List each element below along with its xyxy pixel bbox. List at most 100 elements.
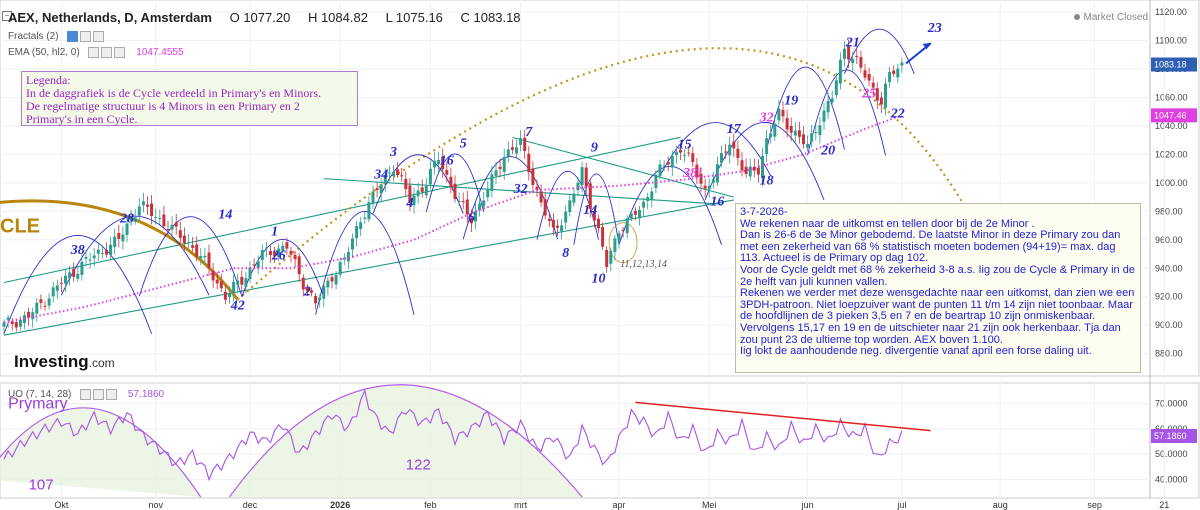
candle-body — [605, 249, 609, 267]
candle-body — [285, 242, 289, 249]
candle-body — [96, 249, 100, 254]
candle-body — [761, 155, 764, 179]
candle-body — [633, 210, 637, 215]
settings-icon[interactable] — [80, 31, 92, 42]
candle-body — [744, 166, 748, 174]
uo-tick-label: 40.0000 — [1155, 474, 1188, 484]
wave-label: 25 — [861, 87, 876, 102]
candle-body — [474, 211, 477, 222]
candle-body — [556, 225, 559, 228]
candle-body — [305, 287, 309, 292]
settings-icon[interactable] — [101, 47, 113, 58]
candle-body — [88, 259, 92, 261]
candle-body — [174, 222, 178, 227]
close-icon[interactable] — [114, 47, 126, 58]
wave-label: 11,12,13,14 — [620, 259, 667, 270]
candle-body — [330, 277, 334, 282]
uo-panel-frame — [0, 382, 1200, 499]
candle-body — [199, 255, 203, 259]
channel-line — [3, 136, 681, 284]
visibility-icon[interactable] — [88, 47, 100, 58]
x-tick-label: Mei — [702, 500, 717, 510]
candle-body — [793, 130, 797, 136]
analysis-note: 3-7-2026- We rekenen naar de uitkomst en… — [735, 203, 1141, 373]
wave-label: 23 — [927, 21, 942, 36]
candle-body — [162, 214, 166, 227]
wave-label: 3 — [389, 145, 397, 160]
fractals-label[interactable]: Fractals (2) — [8, 31, 59, 43]
candle-body — [182, 235, 186, 244]
visibility-icon[interactable] — [67, 31, 79, 42]
candle-body — [629, 213, 633, 219]
ema-label[interactable]: EMA (50, hl2, 0) — [8, 47, 80, 59]
close-icon[interactable] — [93, 31, 105, 42]
candle-body — [519, 138, 523, 145]
wave-label: 2 — [303, 284, 311, 299]
x-tick-label: feb — [424, 500, 437, 510]
candle-body — [703, 185, 707, 189]
candle-body — [855, 55, 859, 57]
candle-body — [695, 164, 699, 178]
candle-body — [871, 82, 875, 88]
uo-last-label-bg — [1151, 428, 1197, 443]
candle-body — [867, 73, 871, 81]
uo-label[interactable]: UO (7, 14, 28) — [8, 389, 72, 401]
wave-label: 22 — [890, 106, 905, 121]
wave-label: 18 — [760, 173, 774, 188]
candle-body — [43, 305, 47, 307]
candle-body — [773, 123, 777, 137]
uo-line — [3, 388, 903, 482]
settings-icon[interactable] — [93, 389, 105, 400]
y-tick-label: 960.00 — [1155, 235, 1183, 245]
candle-body — [248, 267, 252, 280]
candle-body — [109, 244, 113, 255]
candle-body — [465, 199, 469, 215]
ema-price-label-bg — [1151, 108, 1197, 123]
candle-body — [416, 190, 420, 197]
y-tick-label: 920.00 — [1155, 292, 1183, 302]
ohlc-close: C 1083.18 — [460, 10, 521, 25]
close-icon[interactable] — [106, 389, 118, 400]
instrument-title[interactable]: AEX, Netherlands, D, Amsterdam — [8, 10, 212, 25]
candle-body — [875, 88, 879, 101]
candle-body — [178, 230, 182, 238]
legend-line: De regelmatige structuur is 4 Minors in … — [26, 99, 300, 113]
candle-body — [527, 153, 531, 173]
indicator-ema: EMA (50, hl2, 0) 1047.4555 — [8, 47, 184, 58]
candle-body — [318, 297, 322, 301]
x-tick-label: sep — [1087, 500, 1102, 510]
candle-body — [515, 147, 518, 154]
candle-body — [896, 68, 900, 78]
minor-cycle-arc — [608, 222, 638, 264]
candle-body — [68, 272, 72, 279]
wave-label: 16 — [440, 153, 454, 168]
candle-body — [346, 251, 350, 262]
candle-body — [424, 185, 428, 196]
wave-label: 38 — [70, 243, 85, 258]
candle-body — [580, 167, 584, 186]
candle-body — [215, 279, 219, 284]
candle-body — [884, 83, 887, 108]
candle-body — [232, 281, 236, 294]
candle-body — [506, 149, 510, 157]
ema-price-label: 1047.46 — [1154, 110, 1187, 120]
candle-body — [502, 157, 506, 172]
candle-body — [244, 278, 248, 287]
candle-body — [187, 242, 190, 244]
visibility-icon[interactable] — [80, 389, 92, 400]
channel-line — [323, 178, 722, 205]
ema-value: 1047.4555 — [136, 47, 184, 59]
candle-body — [601, 226, 605, 247]
wave-label: 19 — [784, 94, 798, 109]
candle-body — [441, 156, 445, 170]
collapse-icon[interactable]: − — [2, 11, 12, 21]
uo-cycle-arc — [229, 384, 583, 498]
candle-body — [367, 202, 371, 220]
y-tick-label: 940.00 — [1155, 263, 1183, 273]
candle-body — [117, 232, 121, 239]
candle-body — [814, 132, 818, 134]
candle-body — [445, 170, 449, 175]
wave-label: 1 — [271, 225, 278, 240]
candle-body — [834, 80, 838, 96]
candle-body — [510, 147, 514, 150]
